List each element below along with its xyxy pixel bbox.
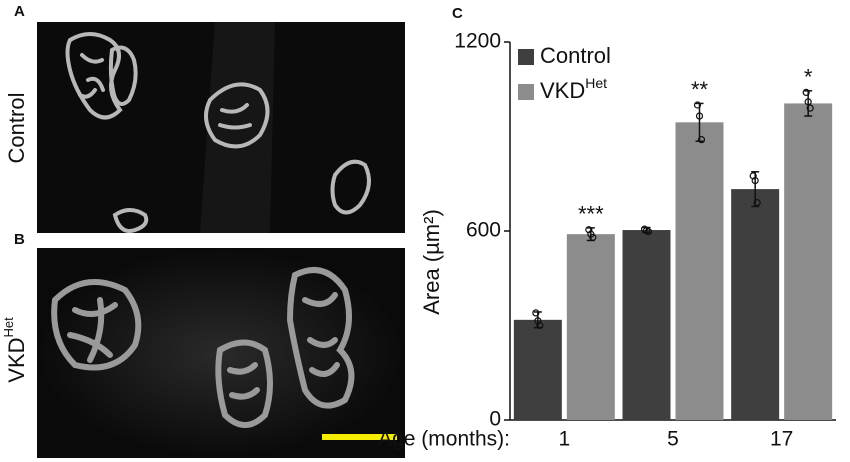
significance: *	[804, 65, 813, 90]
legend-swatch	[518, 84, 534, 100]
panel-label: A	[14, 3, 25, 20]
y-tick-label: 600	[466, 219, 501, 242]
bar	[675, 122, 724, 420]
legend-name: VKD	[540, 78, 585, 103]
legend-label: VKDHet	[540, 75, 607, 103]
panel-label: C	[452, 5, 463, 22]
bar	[784, 103, 833, 421]
row-label: VKDHet	[1, 317, 28, 383]
significance: ***	[578, 202, 604, 227]
row-label: Control	[4, 93, 29, 164]
legend-name: Control	[540, 43, 611, 68]
bar	[622, 230, 671, 420]
data-point	[695, 112, 704, 120]
data-point	[585, 226, 593, 234]
row-label-main: VKD	[4, 337, 29, 382]
y-axis-label: Area (µm²)	[419, 209, 444, 315]
data-point	[753, 199, 761, 207]
data-point	[802, 88, 810, 97]
data-point	[804, 98, 812, 106]
x-tick-label: 1	[558, 428, 570, 451]
data-point	[532, 309, 540, 317]
legend-label: Control	[540, 43, 611, 68]
x-tick-label: 17	[770, 428, 793, 451]
bar	[513, 319, 562, 420]
y-tick-label: 0	[489, 408, 501, 431]
bar	[566, 234, 615, 420]
bar	[731, 189, 780, 420]
image-vkd-het	[37, 248, 405, 458]
data-point	[806, 104, 814, 112]
row-label-sup: Het	[1, 317, 16, 338]
data-point	[536, 321, 544, 330]
scale-bar	[322, 434, 397, 440]
x-axis-label: Age (months):	[378, 428, 510, 451]
data-point	[751, 177, 759, 185]
panel-label: B	[14, 231, 25, 248]
image-control	[37, 22, 405, 233]
data-point	[589, 233, 597, 241]
x-tick-label: 5	[667, 428, 679, 451]
legend-superscript: Het	[585, 75, 607, 91]
legend-swatch	[518, 49, 534, 65]
significance: **	[691, 77, 709, 102]
data-point	[697, 136, 706, 144]
data-point	[693, 101, 702, 109]
data-point	[644, 228, 653, 236]
y-tick-label: 1200	[454, 30, 501, 53]
